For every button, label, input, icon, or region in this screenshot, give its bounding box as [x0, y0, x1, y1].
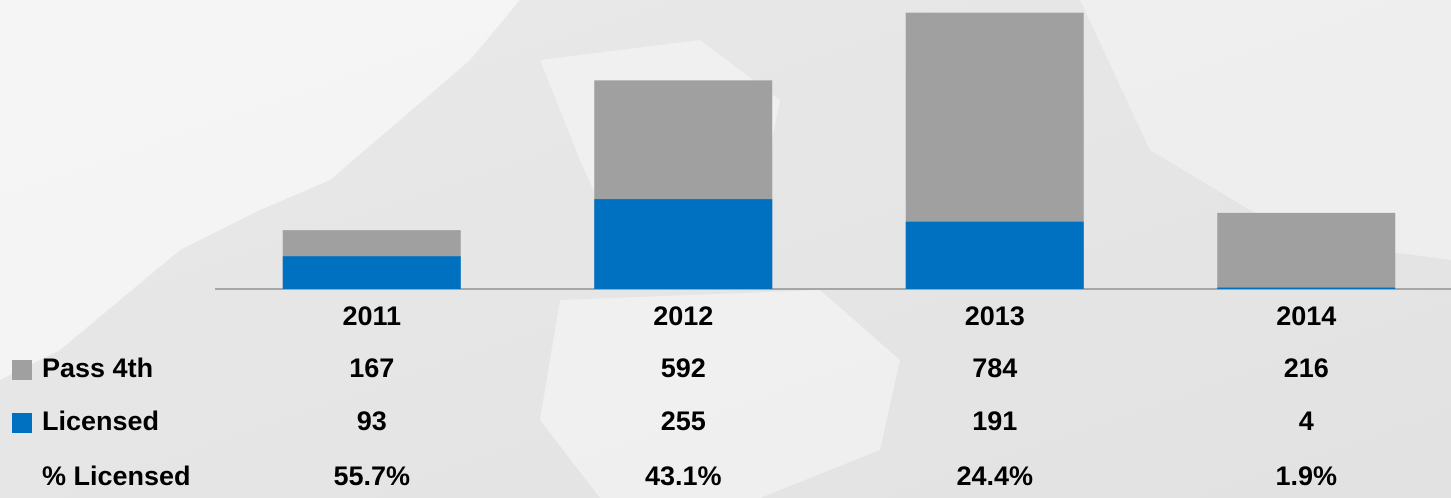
legend-label: Pass 4th [42, 353, 153, 383]
table-value: 592 [661, 353, 706, 383]
table-value: 167 [349, 353, 394, 383]
table-value: 4 [1299, 406, 1314, 436]
table-value: 55.7% [333, 461, 410, 491]
table-value: 191 [972, 406, 1017, 436]
row-label: % Licensed [42, 461, 191, 491]
legend-swatch [12, 360, 32, 380]
x-tick-label: 2011 [342, 301, 401, 331]
bar [1217, 212, 1396, 289]
table-value: 93 [357, 406, 387, 436]
table-value: 1.9% [1275, 461, 1337, 491]
bar [905, 221, 1084, 289]
x-tick-label: 2012 [653, 301, 713, 331]
bar [594, 199, 773, 289]
table-value: 784 [972, 353, 1017, 383]
table-value: 216 [1284, 353, 1329, 383]
bar [1217, 287, 1396, 289]
bar [282, 256, 461, 289]
table-value: 255 [661, 406, 706, 436]
x-tick-label: 2014 [1276, 301, 1336, 331]
legend-label: Licensed [42, 406, 159, 436]
table-value: 43.1% [645, 461, 722, 491]
table-value: 24.4% [956, 461, 1033, 491]
x-tick-label: 2013 [965, 301, 1025, 331]
legend-swatch [12, 413, 32, 433]
